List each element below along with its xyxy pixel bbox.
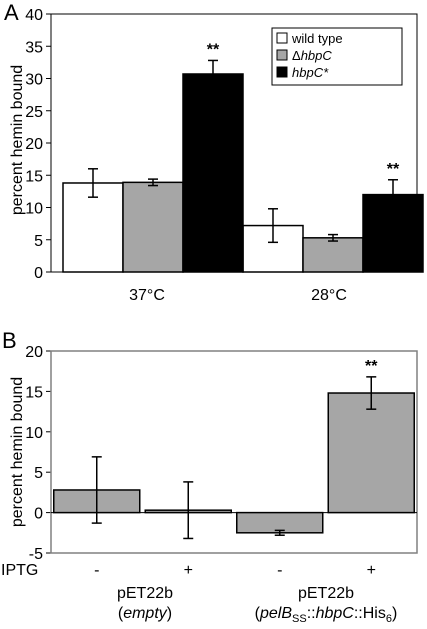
panel-a-bar (182, 73, 244, 273)
panel-a-y-tick-label: 35 (25, 39, 43, 56)
iptg-value: + (184, 562, 193, 579)
panel-b: B percent hemin bound -5 0 5 10 15 20 ** IPTG… (1, 328, 418, 625)
iptg-row-label: IPTG (1, 562, 38, 579)
panel-a-legend: wild type ΔhbpC hbpC* (271, 27, 403, 86)
panel-b-significance-mark: ** (365, 358, 378, 375)
panel-a-y-tick-label: 30 (25, 72, 43, 89)
panel-a: A percent hemin bound 0 5 10 15 20 25 30 35 40 *… (4, 0, 424, 304)
panel-a-y-tick-label: 0 (34, 265, 43, 282)
panel-a-significance: ** ** (207, 41, 400, 177)
panel-a-y-tick-label: 25 (25, 104, 43, 121)
panel-b-y-ticks: -5 0 5 10 15 20 (25, 344, 51, 563)
panel-a-y-tick-label: 20 (25, 136, 43, 153)
panel-b-significance: ** (365, 358, 378, 375)
panel-a-y-ticks: 0 5 10 15 20 25 30 35 40 (25, 7, 51, 282)
panel-b-plot-frame (50, 350, 418, 554)
panel-a-y-tick-label: 5 (34, 233, 43, 250)
panel-a-y-tick-label: 15 (25, 168, 43, 185)
legend-frame (271, 27, 403, 86)
panel-a-y-axis-title: percent hemin bound (9, 65, 26, 215)
iptg-values: - + - + (94, 562, 376, 579)
panel-b-y-tick-label: -5 (29, 546, 43, 563)
panel-a-significance-mark: ** (207, 41, 220, 58)
panel-a-bar (302, 237, 364, 273)
panel-a-significance-mark: ** (387, 161, 400, 178)
panel-a-label: A (4, 0, 19, 25)
group-1-line-2: (empty) (118, 605, 172, 622)
legend-label-delta-hbpc: ΔhbpC (292, 48, 332, 63)
panel-a-y-tick-label: 10 (25, 201, 43, 218)
group-2-line-2: (pelBSS::hbpC::His6) (255, 605, 398, 625)
iptg-value: - (94, 562, 99, 579)
panel-b-bars (51, 376, 417, 540)
legend-label-wild-type: wild type (291, 31, 343, 46)
panel-b-y-axis-title: percent hemin bound (9, 377, 26, 527)
iptg-value: + (367, 562, 376, 579)
panel-a-category-28: 28°C (311, 287, 347, 304)
panel-b-bar (327, 392, 415, 514)
legend-swatch-wild-type (276, 32, 288, 44)
panel-b-y-tick-label: 20 (25, 344, 43, 361)
panel-b-y-tick-label: 0 (34, 506, 43, 523)
panel-b-y-tick-label: 10 (25, 425, 43, 442)
panel-a-y-tick-label: 40 (25, 7, 43, 24)
panel-a-plot-frame (50, 13, 418, 273)
iptg-value: - (277, 562, 282, 579)
legend-swatch-hbpc-star (276, 66, 288, 78)
panel-b-y-tick-label: 5 (34, 465, 43, 482)
panel-a-bars (62, 59, 424, 273)
legend-swatch-delta-hbpc (276, 49, 288, 61)
group-1-line-1: pET22b (117, 585, 173, 602)
panel-b-y-tick-label: 15 (25, 384, 43, 401)
group-2-line-1: pET22b (298, 585, 354, 602)
panel-a-bar (122, 181, 184, 273)
legend-label-hbpc-star: hbpC* (292, 65, 329, 80)
panel-a-category-37: 37°C (129, 287, 165, 304)
panel-b-label: B (2, 328, 17, 353)
